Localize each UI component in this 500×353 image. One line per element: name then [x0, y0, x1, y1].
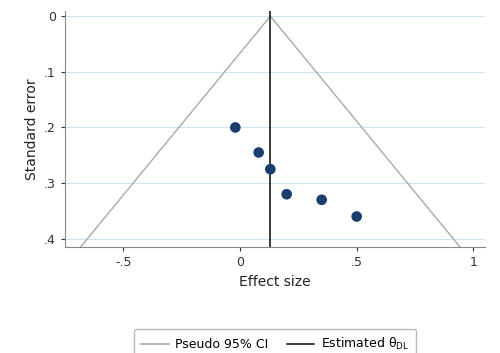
Legend: Pseudo 95% CI, Studies, Estimated θ$_{\mathregular{DL}}$: Pseudo 95% CI, Studies, Estimated θ$_{\m… — [134, 329, 416, 353]
Point — [318, 197, 326, 203]
Point — [254, 150, 262, 155]
Point — [232, 125, 239, 130]
Point — [266, 166, 274, 172]
Point — [282, 191, 290, 197]
X-axis label: Effect size: Effect size — [239, 275, 311, 289]
Point — [352, 214, 360, 219]
Y-axis label: Standard error: Standard error — [24, 78, 38, 180]
